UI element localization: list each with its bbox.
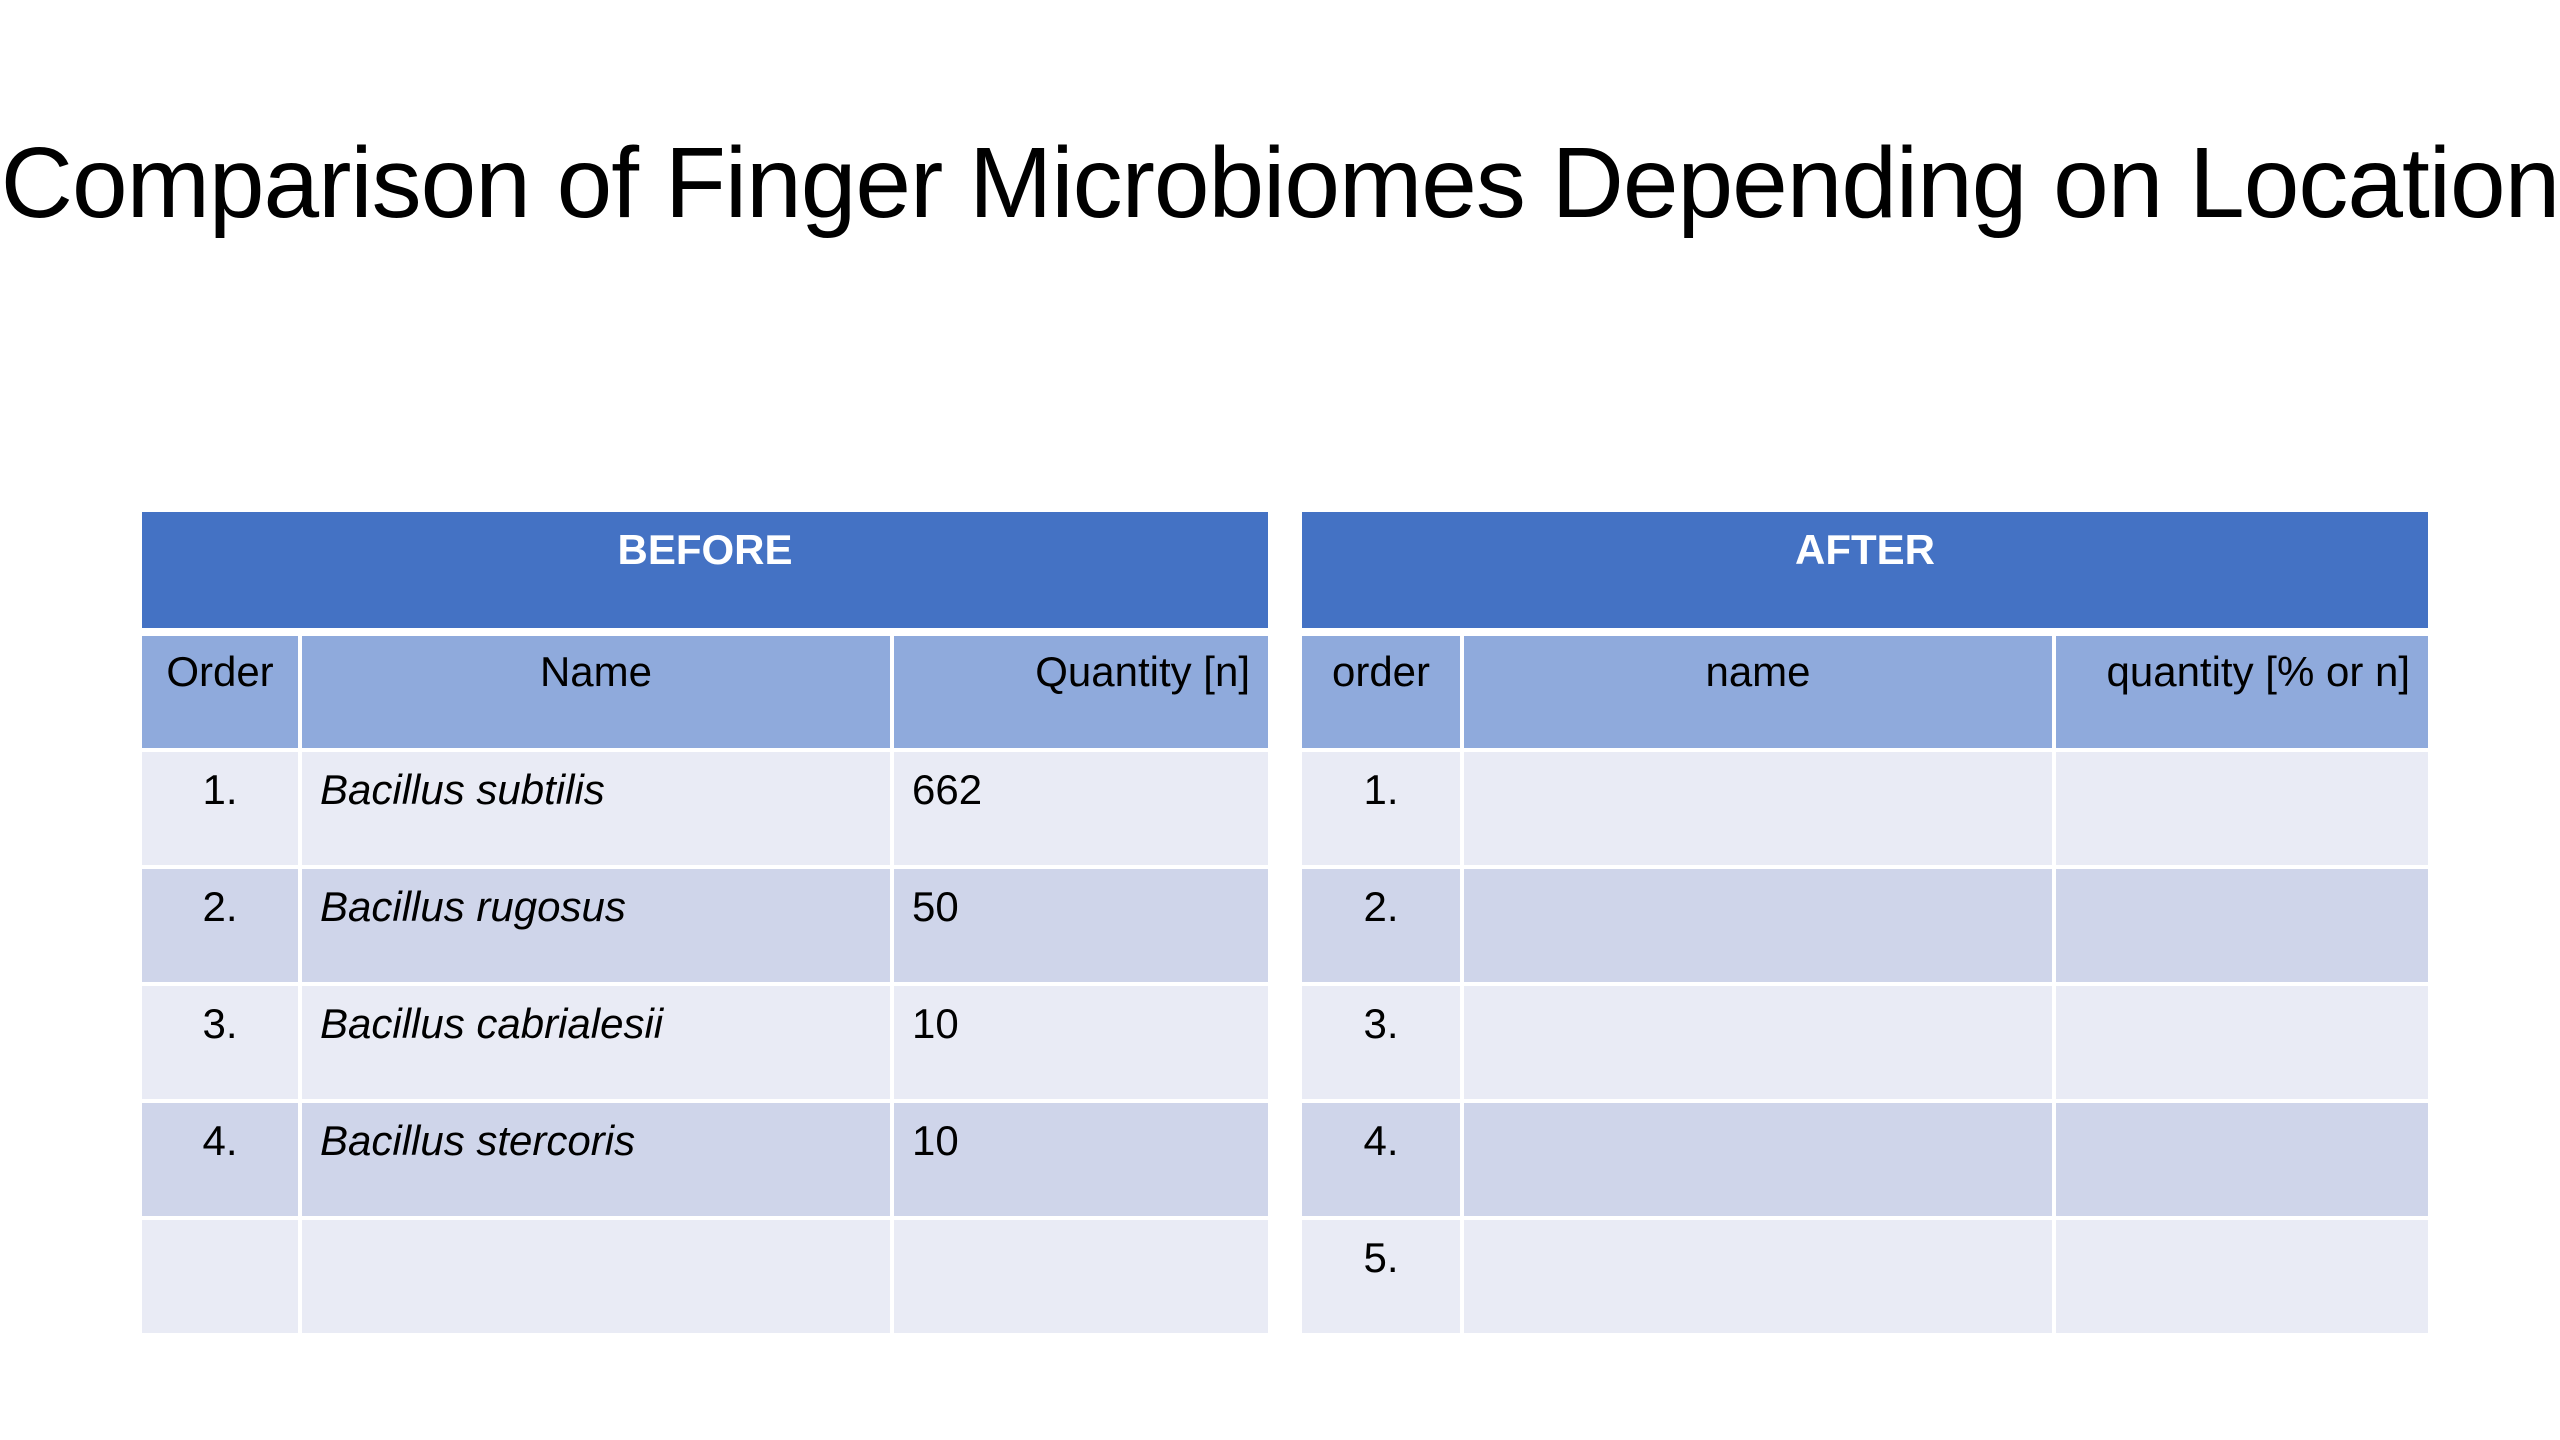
order-cell: 3.: [138, 982, 302, 1103]
order-cell: [138, 1216, 302, 1337]
table-row: 4. Bacillus stercoris 10: [138, 1099, 1272, 1220]
quantity-cell: [2052, 982, 2432, 1103]
before-table: BEFORE Order Name Quantity [n] 1. Bacill…: [138, 508, 1272, 1337]
table-row: 1. Bacillus subtilis 662: [138, 748, 1272, 869]
name-cell: [1460, 982, 2056, 1103]
before-col-name: Name: [298, 630, 894, 752]
table-row: 3. Bacillus cabrialesii 10: [138, 982, 1272, 1103]
table-row: [138, 1216, 1272, 1337]
quantity-cell: [890, 1216, 1272, 1337]
order-cell: 3.: [1298, 982, 1464, 1103]
name-cell: [1460, 1216, 2056, 1337]
order-cell: 4.: [138, 1099, 302, 1220]
table-row: 2.: [1298, 865, 2432, 986]
quantity-cell: 662: [890, 748, 1272, 869]
before-col-quantity: Quantity [n]: [890, 630, 1272, 752]
quantity-cell: [2052, 865, 2432, 986]
order-cell: 2.: [1298, 865, 1464, 986]
name-cell: Bacillus subtilis: [298, 748, 894, 869]
table-row: 2. Bacillus rugosus 50: [138, 865, 1272, 986]
name-cell: Bacillus cabrialesii: [298, 982, 894, 1103]
before-heading: BEFORE: [138, 508, 1272, 636]
after-col-name: name: [1460, 630, 2056, 752]
after-col-quantity: quantity [% or n]: [2052, 630, 2432, 752]
quantity-cell: 10: [890, 982, 1272, 1103]
quantity-cell: 10: [890, 1099, 1272, 1220]
table-row: 4.: [1298, 1099, 2432, 1220]
name-cell: Bacillus rugosus: [298, 865, 894, 986]
after-col-order: order: [1298, 630, 1464, 752]
name-cell: [1460, 748, 2056, 869]
order-cell: 1.: [1298, 748, 1464, 869]
order-cell: 1.: [138, 748, 302, 869]
quantity-cell: [2052, 748, 2432, 869]
after-heading: AFTER: [1298, 508, 2432, 636]
name-cell: Bacillus stercoris: [298, 1099, 894, 1220]
table-row: 5.: [1298, 1216, 2432, 1337]
quantity-cell: 50: [890, 865, 1272, 986]
quantity-cell: [2052, 1099, 2432, 1220]
order-cell: 2.: [138, 865, 302, 986]
quantity-cell: [2052, 1216, 2432, 1337]
before-col-order: Order: [138, 630, 302, 752]
table-row: 3.: [1298, 982, 2432, 1103]
name-cell: [298, 1216, 894, 1337]
name-cell: [1460, 1099, 2056, 1220]
table-row: 1.: [1298, 748, 2432, 869]
after-table: AFTER order name quantity [% or n] 1. 2.…: [1298, 508, 2432, 1337]
name-cell: [1460, 865, 2056, 986]
slide-title: Comparison of Finger Microbiomes Dependi…: [0, 127, 2560, 239]
order-cell: 4.: [1298, 1099, 1464, 1220]
order-cell: 5.: [1298, 1216, 1464, 1337]
